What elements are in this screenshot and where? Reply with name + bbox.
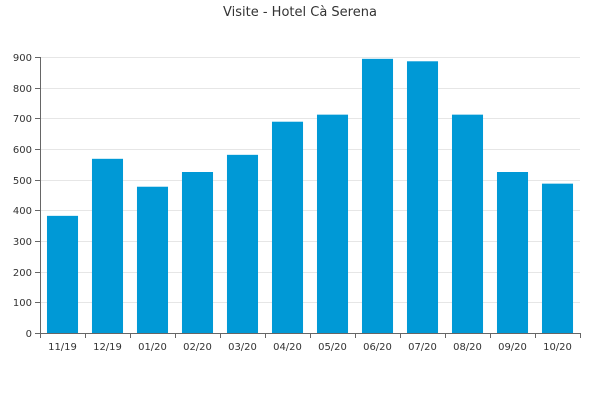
y-tick-label: 300: [13, 237, 32, 248]
bars: [46, 58, 574, 334]
y-tick-label: 900: [13, 53, 32, 64]
bar[interactable]: [91, 158, 124, 333]
bar[interactable]: [136, 186, 169, 333]
x-tick-label: 11/19: [48, 342, 77, 353]
y-tick-label: 400: [13, 206, 32, 217]
x-tick-label: 09/20: [498, 342, 527, 353]
bar[interactable]: [46, 215, 79, 333]
x-tick-label: 12/19: [93, 342, 122, 353]
y-tick-label: 200: [13, 268, 32, 279]
bar[interactable]: [451, 114, 484, 334]
bar[interactable]: [361, 58, 394, 334]
gridlines: [40, 57, 580, 303]
x-tick-label: 08/20: [453, 342, 482, 353]
chart-title: Visite - Hotel Cà Serena: [223, 5, 377, 20]
x-axis-ticks: 11/19 12/19 01/20 02/20 03/20 04/20 05/20 06/20…: [40, 333, 581, 353]
x-tick-label: 06/20: [363, 342, 392, 353]
bar[interactable]: [406, 61, 439, 333]
y-tick-label: 0: [26, 329, 32, 340]
y-tick-label: 800: [13, 84, 32, 95]
bar[interactable]: [226, 154, 259, 333]
x-tick-label: 03/20: [228, 342, 257, 353]
bar[interactable]: [541, 183, 574, 333]
x-tick-label: 05/20: [318, 342, 347, 353]
bar[interactable]: [316, 114, 349, 334]
y-tick-label: 100: [13, 298, 32, 309]
y-axis-ticks: 0 100 200 300 400 500 600 700 800 900: [13, 53, 40, 340]
bar[interactable]: [496, 172, 529, 333]
y-tick-label: 700: [13, 114, 32, 125]
y-tick-label: 500: [13, 176, 32, 187]
bar[interactable]: [271, 121, 304, 334]
bar[interactable]: [181, 172, 214, 333]
x-tick-label: 02/20: [183, 342, 212, 353]
x-tick-label: 01/20: [138, 342, 167, 353]
x-tick-label: 10/20: [543, 342, 572, 353]
x-tick-label: 07/20: [408, 342, 437, 353]
x-tick-label: 04/20: [273, 342, 302, 353]
y-tick-label: 600: [13, 145, 32, 156]
